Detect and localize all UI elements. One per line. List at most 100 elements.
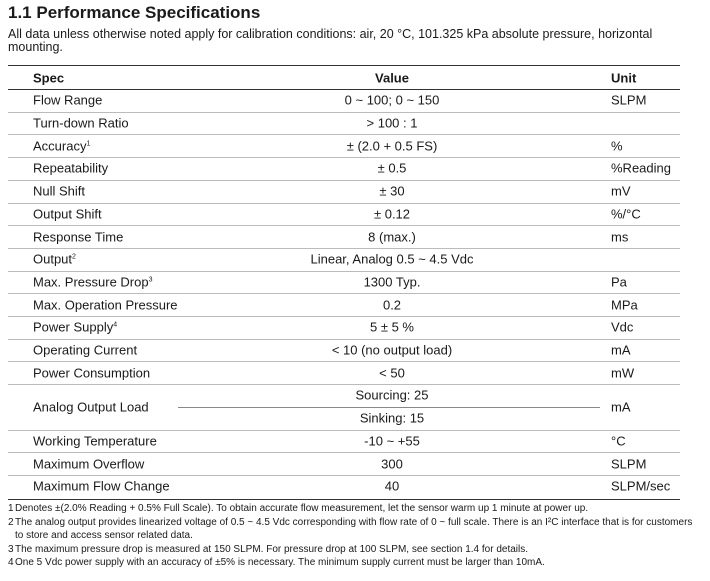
unit-cell: MPa	[611, 297, 638, 313]
footnote: 2 The analog output provides linearized v…	[8, 516, 698, 543]
spec-cell: Power Consumption	[33, 365, 150, 380]
row-rule	[8, 247, 680, 249]
value-cell: ± 0.12	[373, 206, 411, 222]
column-header: Value	[375, 70, 409, 85]
value-cell: ± 30	[379, 183, 405, 199]
footnote: 1 Denotes ±(2.0% Reading + 0.5% Full Scal…	[8, 502, 698, 516]
spec-name: Turn-down Ratio	[33, 115, 129, 131]
spec-cell: Power Supply4	[33, 320, 117, 335]
unit-cell: °C	[611, 433, 626, 449]
unit-cell: %Reading	[611, 160, 671, 176]
unit-cell: SLPM	[611, 92, 647, 108]
value-cell: Sinking: 15	[359, 410, 425, 426]
spec-cell: Accuracy1	[33, 138, 90, 153]
row-rule	[8, 474, 680, 476]
value-cell: < 50	[379, 365, 405, 381]
value-cell: ± 0.5	[377, 160, 407, 176]
spec-cell: Maximum Flow Change	[33, 479, 170, 494]
row-rule	[8, 179, 680, 181]
spec-name: Power Consumption	[33, 365, 151, 381]
value-cell: 1300 Typ.	[363, 274, 421, 290]
spec-name: Output	[33, 251, 73, 267]
footnote-number: 1	[8, 503, 14, 514]
spec-name: Flow Range	[33, 92, 103, 108]
footnote-number: 4	[8, 557, 14, 568]
intro-text: All data unless otherwise noted apply fo…	[8, 27, 653, 54]
spec-cell: Response Time	[33, 229, 123, 244]
spec-cell: Repeatability	[33, 161, 108, 176]
spec-table: Spec Value Unit Flow Range 0 ~ 100; 0 ~ 150 S…	[8, 65, 680, 500]
row-rule	[8, 202, 680, 204]
spec-cell: Output Shift	[33, 206, 102, 221]
value-cell: 40	[384, 478, 400, 494]
unit-cell: Vdc	[611, 319, 634, 335]
unit-cell: %	[611, 138, 623, 154]
footnote-number: 2	[8, 516, 14, 528]
value-cell: > 100 : 1	[366, 115, 418, 131]
row-rule	[8, 270, 680, 272]
header-rule	[8, 89, 680, 90]
value-cell: 300	[381, 456, 403, 472]
spec-name: Operating Current	[33, 342, 138, 358]
footnote: 4 One 5 Vdc power supply with an accuracy…	[8, 556, 698, 570]
spec-cell: Maximum Overflow	[33, 456, 144, 471]
footnote-ref: 1	[86, 140, 91, 148]
spec-cell: Flow Range	[33, 93, 102, 108]
footnote-ref: 2	[72, 253, 76, 261]
spec-cell: Max. Pressure Drop3	[33, 274, 153, 289]
section-title: 1.1 Performance Specifications	[8, 3, 261, 22]
value-divider	[178, 406, 600, 408]
unit-cell: mV	[611, 183, 631, 199]
row-rule	[8, 361, 680, 363]
unit-cell: %/°C	[611, 206, 641, 222]
row-rule	[8, 157, 680, 159]
spec-name: Response Time	[33, 229, 124, 245]
row-rule	[8, 293, 680, 295]
footnote-ref: 4	[113, 321, 118, 329]
footnote-text: The analog output provides linearized vo…	[15, 516, 693, 542]
spec-cell: Null Shift	[33, 184, 85, 199]
spec-name: Repeatability	[33, 160, 109, 176]
row-rule	[8, 111, 680, 113]
value-cell: 0 ~ 100; 0 ~ 150	[344, 92, 440, 108]
row-rule	[8, 452, 680, 454]
row-rule	[8, 225, 680, 227]
unit-cell: SLPM	[611, 456, 647, 472]
footnote-number: 3	[8, 543, 14, 555]
spec-name: Accuracy	[33, 138, 87, 154]
row-rule	[8, 316, 680, 317]
spec-cell: Operating Current	[33, 343, 137, 358]
value-cell: 0.2	[382, 297, 402, 313]
spec-cell: Output2	[33, 252, 76, 267]
spec-name: Working Temperature	[33, 433, 157, 449]
spec-cell: Working Temperature	[33, 433, 157, 448]
column-header: Unit	[611, 70, 637, 85]
value-cell: -10 ~ +55	[364, 433, 420, 449]
value-cell: 8 (max.)	[368, 229, 416, 245]
spec-cell: Turn-down Ratio	[33, 116, 129, 131]
footnote-text: Denotes ±(2.0% Reading + 0.5% Full Scale…	[15, 503, 589, 514]
row-rule	[8, 134, 680, 136]
footnote-text: The maximum pressure drop is measured at…	[15, 543, 529, 555]
footnote-text: One 5 Vdc power supply with an accuracy …	[15, 557, 545, 568]
row-rule	[8, 384, 680, 386]
spec-name: Analog Output Load	[33, 399, 149, 415]
unit-cell: Pa	[611, 274, 627, 290]
spec-name: Max. Operation Pressure	[33, 297, 178, 313]
value-cell: < 10 (no output load)	[331, 342, 453, 358]
value-cell: Sourcing: 25	[355, 387, 429, 403]
row-rule	[8, 338, 680, 340]
column-header: Spec	[33, 70, 65, 85]
footnote: 3 The maximum pressure drop is measured a…	[8, 543, 698, 557]
value-cell: Linear, Analog 0.5 ~ 4.5 Vdc	[310, 251, 474, 267]
spec-name: Null Shift	[33, 183, 86, 199]
spec-name: Maximum Flow Change	[33, 478, 170, 494]
spec-name: Output Shift	[33, 206, 102, 222]
spec-cell: Max. Operation Pressure	[33, 297, 178, 312]
footnotes: 1 Denotes ±(2.0% Reading + 0.5% Full Scal…	[8, 502, 698, 570]
unit-cell: mW	[611, 365, 635, 381]
footnote-ref: 3	[148, 276, 153, 284]
unit-cell: ms	[611, 229, 629, 245]
spec-name: Power Supply	[33, 319, 114, 335]
